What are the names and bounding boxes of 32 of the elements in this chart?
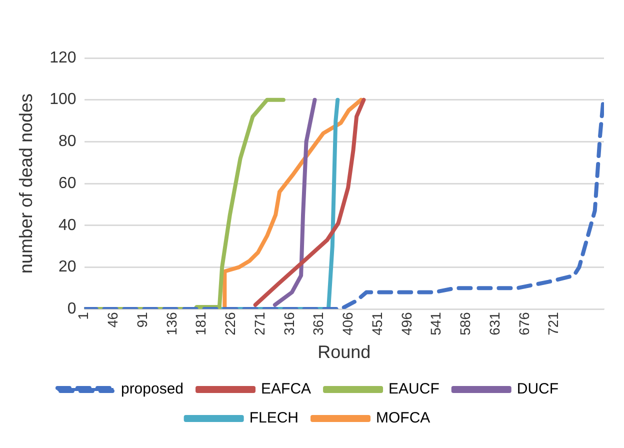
y-tick-label: 40: [58, 216, 76, 234]
legend-label: EAUCF: [388, 380, 440, 398]
x-tick-label: 406: [340, 312, 356, 336]
x-tick-label: 361: [310, 312, 326, 336]
x-tick-label: 46: [104, 312, 121, 328]
x-tick-label: 541: [428, 312, 444, 336]
legend-label: EAFCA: [261, 380, 312, 398]
legend-label: proposed: [120, 380, 184, 398]
x-axis-title: Round: [318, 342, 371, 362]
legend-label: DUCF: [516, 380, 559, 398]
x-tick-label: 181: [192, 312, 209, 336]
x-tick-label: 721: [545, 312, 562, 336]
x-tick-label: 586: [457, 312, 474, 336]
x-tick-label: 271: [251, 312, 268, 336]
x-tick-label: 91: [134, 312, 150, 328]
y-tick-label: 80: [58, 133, 76, 150]
y-axis-title: number of dead nodes: [16, 93, 36, 274]
x-tick-label: 136: [163, 312, 180, 336]
x-tick-label: 316: [280, 312, 297, 336]
y-tick-label: 120: [50, 49, 76, 66]
legend-label: FLECH: [249, 410, 299, 427]
y-tick-label: 60: [58, 174, 76, 192]
y-tick-label: 20: [58, 258, 76, 276]
legend-label: MOFCA: [376, 410, 430, 427]
x-tick-label: 631: [486, 312, 502, 336]
x-tick-label: 451: [368, 312, 385, 336]
x-tick-label: 496: [398, 312, 414, 336]
x-tick-label: 1: [75, 312, 92, 320]
y-tick-label: 0: [67, 300, 76, 318]
x-tick-label: 226: [222, 312, 238, 336]
x-tick-label: 676: [516, 312, 532, 336]
y-tick-label: 100: [50, 91, 76, 108]
